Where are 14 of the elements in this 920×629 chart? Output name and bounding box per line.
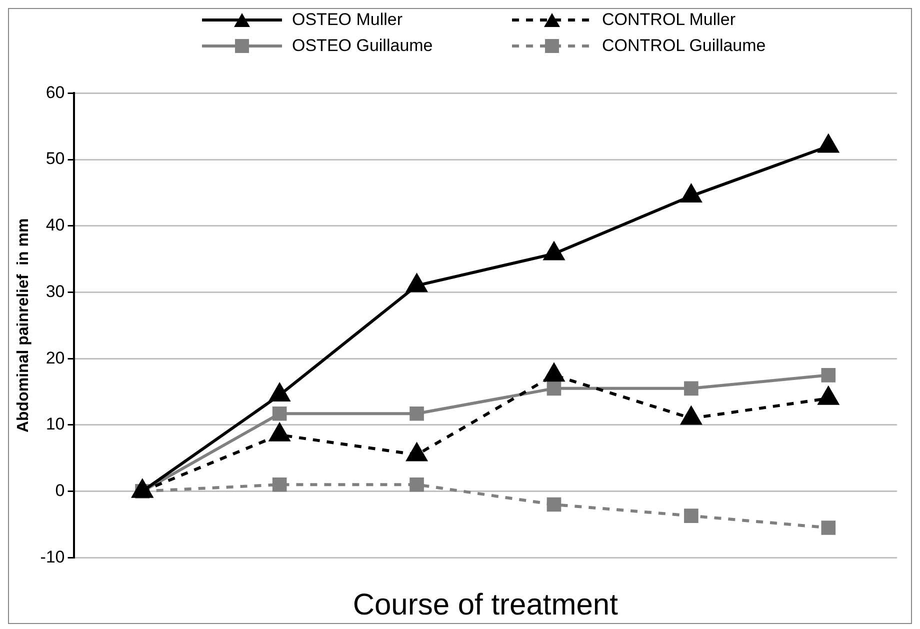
y-tick-label: 40: [46, 216, 65, 235]
y-tick-label: -10: [40, 547, 65, 566]
legend-label: OSTEO Guillaume: [292, 36, 433, 56]
legend-label: OSTEO Muller: [292, 10, 403, 30]
y-tick-label: 10: [46, 414, 65, 434]
legend-label: CONTROL Muller: [602, 10, 736, 30]
y-tick-label: 0: [55, 480, 65, 500]
y-tick-label: 20: [46, 348, 65, 368]
y-tick-label: 50: [46, 149, 65, 168]
y-axis-title: Abdominal painrelief in mm: [15, 218, 32, 433]
y-tick-label: 30: [46, 282, 65, 301]
y-tick-label: 60: [46, 82, 65, 102]
legend-label: CONTROL Guillaume: [602, 36, 766, 56]
x-axis-title: Course of treatment: [352, 588, 619, 622]
